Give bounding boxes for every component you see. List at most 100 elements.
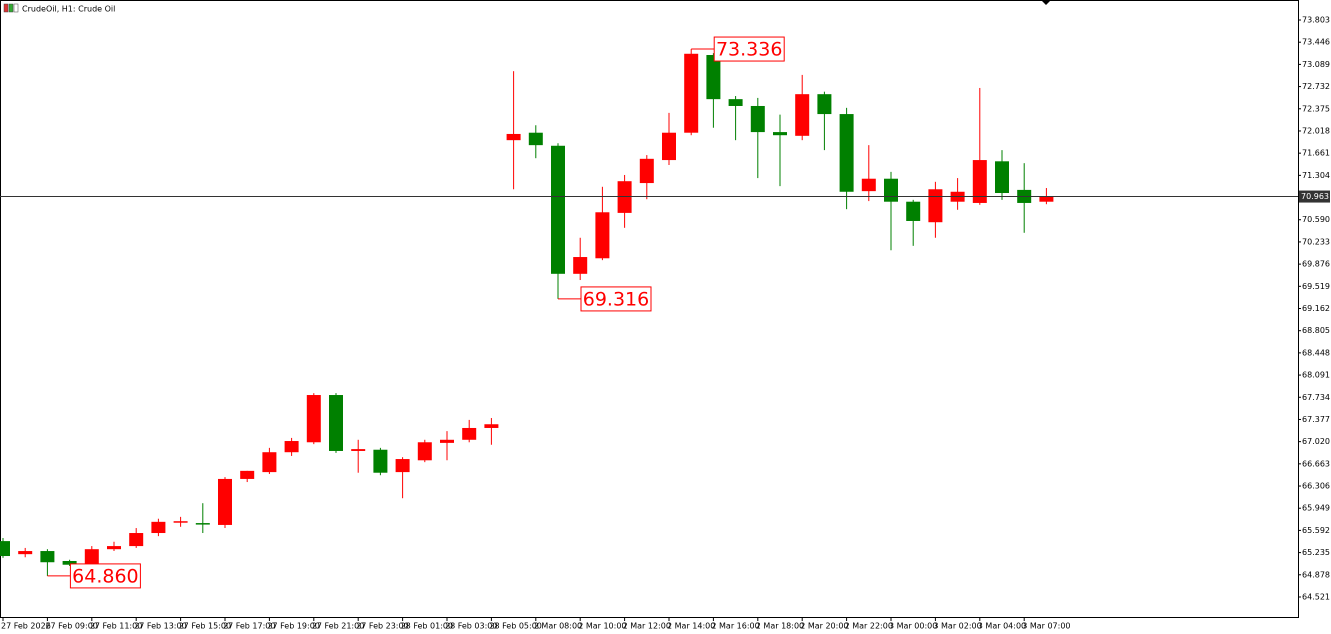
candle-body xyxy=(995,161,1009,194)
x-tick-label: 2 Mar 08:00 xyxy=(534,622,582,631)
candle-body xyxy=(40,551,55,563)
y-tick-label: 64.521 xyxy=(1302,592,1330,601)
candle-body xyxy=(262,452,277,473)
candle-body xyxy=(462,427,477,440)
x-tick-label: 3 Mar 00:00 xyxy=(889,622,937,631)
annotation-label: 69.316 xyxy=(583,288,649,310)
candle-body xyxy=(240,470,255,479)
x-tick-label: 3 Mar 02:00 xyxy=(933,622,981,631)
candle-body xyxy=(129,533,144,547)
x-tick-label: 27 Feb 09:00 xyxy=(45,622,97,631)
candle-body xyxy=(906,201,921,221)
candle-body xyxy=(62,560,77,565)
y-tick-label: 68.448 xyxy=(1302,348,1330,357)
x-tick-label: 27 Feb 21:00 xyxy=(312,622,364,631)
candle-body xyxy=(551,145,565,274)
annotation-box xyxy=(580,286,652,312)
annotation-label: 64.860 xyxy=(72,565,138,587)
x-tick-label: 27 Feb 23:00 xyxy=(356,622,408,631)
candle-body xyxy=(329,395,343,451)
y-tick-label: 65.592 xyxy=(1302,526,1330,535)
x-tick-label: 27 Feb 11:00 xyxy=(90,622,142,631)
x-tick-label: 2 Mar 22:00 xyxy=(845,622,893,631)
y-tick-label: 68.805 xyxy=(1302,326,1330,335)
y-tick-label: 66.663 xyxy=(1302,459,1330,468)
candle-body xyxy=(351,449,366,451)
x-tick-label: 2 Mar 14:00 xyxy=(667,622,715,631)
candle-body xyxy=(0,541,10,557)
y-tick-label: 65.235 xyxy=(1302,548,1330,557)
price-tag xyxy=(1299,190,1330,203)
candle-body xyxy=(706,55,721,100)
candle-body xyxy=(173,521,188,523)
candle-body xyxy=(662,132,676,161)
candle-body xyxy=(972,160,987,203)
candle-body xyxy=(284,441,299,453)
y-tick-label: 70.233 xyxy=(1302,237,1330,246)
candle-body xyxy=(18,551,33,555)
candle-body xyxy=(839,114,854,192)
x-tick-label: 27 Feb 15:00 xyxy=(179,622,231,631)
x-tick-label: 2 Mar 10:00 xyxy=(578,622,626,631)
y-tick-label: 71.304 xyxy=(1302,171,1330,180)
candle-body xyxy=(684,53,699,133)
y-tick-label: 69.876 xyxy=(1302,260,1330,269)
y-tick-label: 73.803 xyxy=(1302,16,1330,25)
y-tick-label: 64.878 xyxy=(1302,570,1330,579)
candle-body xyxy=(795,94,810,136)
candle-body xyxy=(817,94,832,115)
x-tick-label: 3 Mar 07:00 xyxy=(1022,622,1070,631)
annotation-label: 73.336 xyxy=(716,39,782,61)
x-tick-label: 2 Mar 12:00 xyxy=(623,622,671,631)
candle-body xyxy=(151,521,166,534)
candle-body xyxy=(595,212,610,259)
x-tick-label: 2 Mar 20:00 xyxy=(800,622,848,631)
candle-body xyxy=(728,99,743,106)
x-tick-label: 2 Mar 18:00 xyxy=(756,622,804,631)
y-tick-label: 67.377 xyxy=(1302,415,1330,424)
y-tick-label: 72.375 xyxy=(1302,104,1330,113)
x-tick-label: 27 Feb 19:00 xyxy=(267,622,319,631)
x-tick-label: 28 Feb 05:00 xyxy=(489,622,541,631)
price-tag-label: 70.963 xyxy=(1301,192,1329,201)
candle-body xyxy=(750,105,765,133)
candle-body xyxy=(528,132,543,146)
candle-body xyxy=(928,189,943,223)
y-tick-label: 72.018 xyxy=(1302,126,1330,135)
candle-body xyxy=(306,395,321,443)
y-tick-label: 72.732 xyxy=(1302,82,1330,91)
candle-body xyxy=(639,158,654,184)
y-tick-label: 73.446 xyxy=(1302,38,1330,47)
y-tick-label: 67.734 xyxy=(1302,393,1330,402)
y-tick-label: 65.949 xyxy=(1302,504,1330,513)
candle-body xyxy=(84,549,99,565)
y-tick-label: 70.590 xyxy=(1302,215,1330,224)
candle-body xyxy=(195,523,210,525)
candle-body xyxy=(373,449,388,473)
x-tick-label: 28 Feb 03:00 xyxy=(445,622,497,631)
candle-body xyxy=(107,546,121,550)
candle-body xyxy=(1039,196,1054,202)
annotation-box xyxy=(713,36,785,62)
chart-title: CrudeOil, H1: Crude Oil xyxy=(22,5,115,14)
shift-marker xyxy=(1042,1,1050,5)
x-tick-label: 3 Mar 04:00 xyxy=(978,622,1026,631)
candle-body xyxy=(773,132,787,136)
candle-body xyxy=(218,478,232,525)
y-tick-label: 71.661 xyxy=(1302,149,1330,158)
x-tick-label: 2 Mar 16:00 xyxy=(711,622,759,631)
x-tick-label: 27 Feb 13:00 xyxy=(134,622,186,631)
symbol-icon xyxy=(3,3,19,13)
annotation-box xyxy=(69,563,141,589)
y-tick-label: 68.091 xyxy=(1302,371,1330,380)
x-tick-label: 28 Feb 01:00 xyxy=(401,622,453,631)
y-tick-label: 67.020 xyxy=(1302,437,1330,446)
y-tick-label: 69.519 xyxy=(1302,282,1330,291)
y-tick-label: 66.306 xyxy=(1302,482,1330,491)
candle-body xyxy=(440,439,454,443)
candle-body xyxy=(884,178,898,202)
x-tick-label: 27 Feb 2026 xyxy=(1,622,51,631)
y-tick-label: 69.162 xyxy=(1302,304,1330,313)
x-tick-label: 27 Feb 17:00 xyxy=(223,622,275,631)
